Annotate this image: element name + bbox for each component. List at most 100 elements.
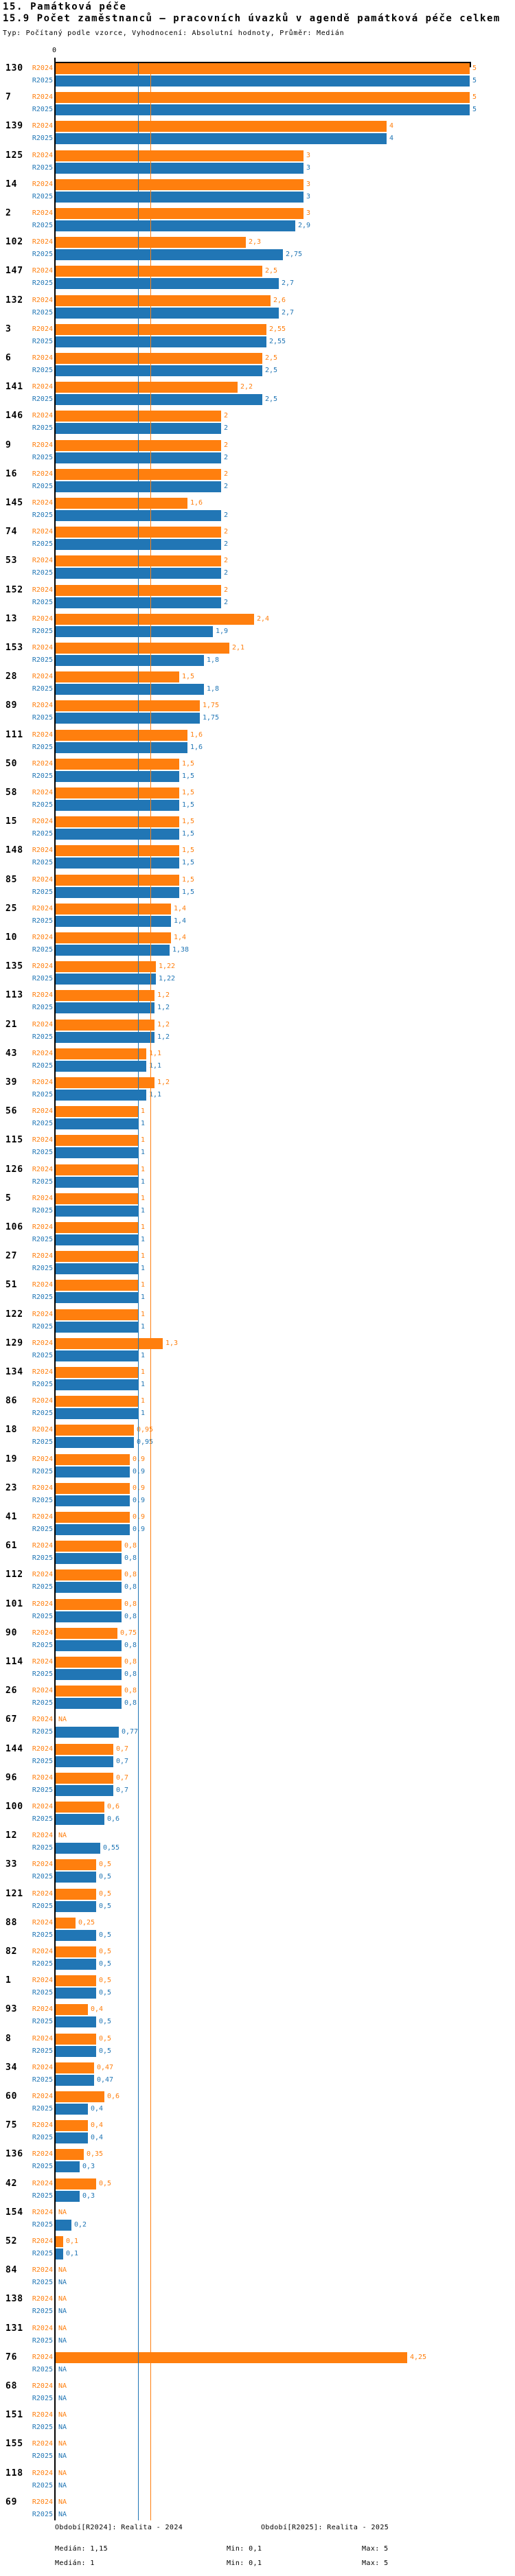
series-label-r2024: R2024 <box>32 1918 53 1927</box>
value-label-r2025: 1 <box>141 1410 146 1418</box>
bar-r2025 <box>56 2249 63 2259</box>
row-id-label: 28 <box>5 671 18 682</box>
series-label-r2024: R2024 <box>32 2063 53 2071</box>
value-label-r2024: 1,5 <box>182 847 195 855</box>
value-label-r2024: 4 <box>389 122 394 130</box>
bar-r2025 <box>56 1263 138 1275</box>
series-label-r2024: R2024 <box>32 528 53 536</box>
series-label-r2025: R2025 <box>32 1526 53 1533</box>
series-label-r2024: R2024 <box>32 1600 53 1608</box>
chart-row-122: 122 R2024 1 R2025 1 <box>0 1309 515 1333</box>
series-label-r2024: R2024 <box>32 1773 53 1782</box>
series-label-r2024: R2024 <box>32 991 53 1000</box>
series-label-r2024: R2024 <box>32 1223 53 1231</box>
row-id-label: 121 <box>5 1888 23 1899</box>
value-label-r2024: 0,9 <box>133 1455 146 1463</box>
series-label-r2024: R2024 <box>32 470 53 478</box>
series-label-r2024: R2024 <box>32 1020 53 1028</box>
chart-row-56: 56 R2024 1 R2025 1 <box>0 1106 515 1130</box>
value-label-r2025: 1 <box>141 1120 146 1128</box>
series-label-r2024: R2024 <box>32 1716 53 1724</box>
series-label-r2025: R2025 <box>32 1844 53 1852</box>
series-label-r2025: R2025 <box>32 1496 53 1504</box>
chart-row-10: 10 R2024 1,4 R2025 1,38 <box>0 932 515 956</box>
bar-r2024 <box>56 150 304 161</box>
bar-r2025 <box>56 1147 138 1159</box>
chart-row-69: 69 R2024 NA R2025 NA <box>0 2497 515 2520</box>
value-label-r2024: 0,9 <box>133 1513 146 1521</box>
value-label-r2025: 0,2 <box>74 2220 87 2229</box>
value-label-r2025: 1,38 <box>172 946 190 954</box>
series-label-r2024: R2024 <box>32 1948 53 1955</box>
value-label-r2024: 1,75 <box>203 702 220 710</box>
series-label-r2025: R2025 <box>32 222 53 229</box>
value-label-r2024: 0,35 <box>87 2150 104 2159</box>
series-label-r2025: R2025 <box>32 192 53 200</box>
value-label-r2024: 0,95 <box>137 1426 154 1434</box>
series-label-r2025: R2025 <box>32 511 53 519</box>
chart-row-132: 132 R2024 2,6 R2025 2,7 <box>0 295 515 319</box>
row-id-label: 76 <box>5 2351 18 2362</box>
legend-min-2025: Min: 0,1 <box>227 2560 262 2567</box>
series-label-r2024: R2024 <box>32 1136 53 1145</box>
bar-r2025 <box>56 858 179 869</box>
series-label-r2025: R2025 <box>32 2510 53 2518</box>
series-label-r2024: R2024 <box>32 1165 53 1173</box>
chart-row-1: 1 R2024 0,5 R2025 0,5 <box>0 1975 515 1999</box>
value-label-r2025: NA <box>58 2336 67 2345</box>
value-label-r2024: 1,2 <box>157 991 170 1000</box>
series-label-r2025: R2025 <box>32 1322 53 1331</box>
bar-r2024 <box>56 2178 96 2189</box>
chart-row-28: 28 R2024 1,5 R2025 1,8 <box>0 671 515 695</box>
value-label-r2025: 2,75 <box>286 251 303 259</box>
row-id-label: 60 <box>5 2091 18 2102</box>
series-label-r2025: R2025 <box>32 337 53 345</box>
row-id-label: 14 <box>5 179 18 189</box>
chart-row-14: 14 R2024 3 R2025 3 <box>0 179 515 203</box>
value-label-r2025: 2 <box>224 598 229 606</box>
series-label-r2025: R2025 <box>32 1381 53 1388</box>
bar-r2024 <box>56 208 304 219</box>
chart-row-53: 53 R2024 2 R2025 2 <box>0 555 515 579</box>
chart-row-145: 145 R2024 1,6 R2025 2 <box>0 498 515 521</box>
value-label-r2024: 2 <box>224 441 229 449</box>
section-title: 15. Památková péče <box>3 1 127 12</box>
value-label-r2024: 1,5 <box>182 818 195 826</box>
series-label-r2024: R2024 <box>32 2121 53 2130</box>
series-label-r2024: R2024 <box>32 673 53 681</box>
value-label-r2024: 2 <box>224 528 229 536</box>
row-id-label: 89 <box>5 700 18 711</box>
series-label-r2025: R2025 <box>32 1786 53 1794</box>
series-label-r2025: R2025 <box>32 2395 53 2402</box>
row-id-label: 1 <box>5 1975 12 1986</box>
value-label-r2024: NA <box>58 2469 67 2477</box>
row-id-label: 86 <box>5 1396 18 1407</box>
series-label-r2024: R2024 <box>32 383 53 391</box>
row-id-label: 146 <box>5 411 23 422</box>
bar-r2024 <box>56 700 200 712</box>
bar-r2025 <box>56 1553 122 1565</box>
row-id-label: 42 <box>5 2178 18 2189</box>
value-label-r2024: NA <box>58 2411 67 2419</box>
chart-row-12: 12 R2024 NA R2025 0,55 <box>0 1830 515 1854</box>
bar-r2024 <box>56 1482 130 1494</box>
value-label-r2024: 1,5 <box>182 673 195 681</box>
value-label-r2024: 3 <box>306 151 311 159</box>
series-label-r2024: R2024 <box>32 2005 53 2014</box>
value-label-r2025: NA <box>58 2308 67 2316</box>
bar-r2025 <box>56 2104 88 2115</box>
value-label-r2025: 2,7 <box>282 308 295 317</box>
series-label-r2025: R2025 <box>32 251 53 259</box>
series-label-r2024: R2024 <box>32 789 53 796</box>
chart-row-155: 155 R2024 NA R2025 NA <box>0 2439 515 2462</box>
series-label-r2024: R2024 <box>32 93 53 102</box>
series-label-r2025: R2025 <box>32 2365 53 2373</box>
row-id-label: 12 <box>5 1830 18 1841</box>
series-label-r2024: R2024 <box>32 499 53 507</box>
bar-r2024 <box>56 1280 138 1291</box>
value-label-r2025: 0,77 <box>122 1728 139 1736</box>
chart-row-82: 82 R2024 0,5 R2025 0,5 <box>0 1946 515 1970</box>
bar-r2025 <box>56 741 187 753</box>
value-label-r2024: NA <box>58 1832 67 1840</box>
y-axis-line <box>54 62 56 2520</box>
